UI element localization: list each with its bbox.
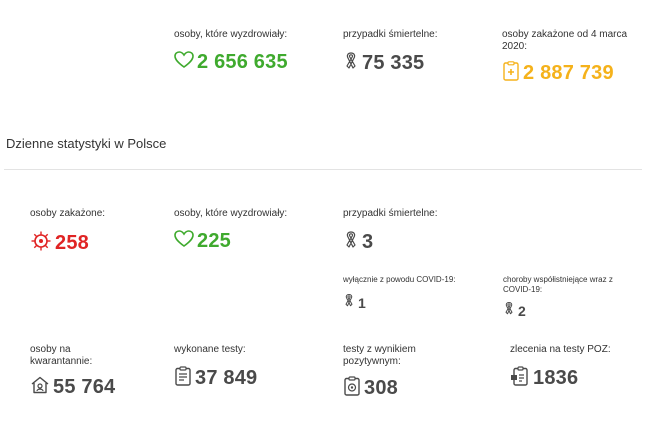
daily-infected-label: osoby zakażone: bbox=[30, 208, 106, 219]
deaths-covid-only-value: 1 bbox=[358, 295, 366, 311]
daily-deaths-card: przypadki śmiertelne: 3 bbox=[343, 208, 483, 255]
tests-label: wykonane testy: bbox=[174, 344, 246, 355]
total-infected-card: osoby zakażone od 4 marca 2020: 2 887 73… bbox=[502, 29, 642, 86]
daily-recovered-value: 225 bbox=[197, 230, 231, 252]
total-deaths-value: 75 335 bbox=[362, 52, 425, 74]
tests-card: wykonane testy: 37 849 bbox=[174, 344, 324, 391]
quarantine-value: 55 764 bbox=[53, 376, 116, 398]
ribbon-icon bbox=[343, 293, 355, 313]
ribbon-icon bbox=[343, 230, 359, 255]
daily-deaths-value: 3 bbox=[362, 231, 374, 253]
deaths-covid-only-label: wyłącznie z powodu COVID-19: bbox=[343, 275, 456, 284]
poz-orders-value: 1836 bbox=[533, 367, 579, 389]
total-recovered-value: 2 656 635 bbox=[197, 51, 288, 73]
total-infected-label: osoby zakażone od 4 marca 2020: bbox=[502, 29, 628, 52]
daily-recovered-card: osoby, które wyzdrowiały: 225 bbox=[174, 208, 324, 253]
daily-infected-value: 258 bbox=[55, 232, 89, 254]
clipboard-positive-icon bbox=[343, 376, 361, 401]
positive-tests-card: testy z wynikiem pozytywnym: 308 bbox=[343, 344, 483, 401]
home-icon bbox=[30, 376, 50, 399]
heart-icon bbox=[174, 51, 194, 74]
medical-document-icon bbox=[502, 61, 520, 86]
heart-icon bbox=[174, 230, 194, 253]
total-recovered-card: osoby, które wyzdrowiały: 2 656 635 bbox=[174, 29, 324, 74]
daily-stats-title: Dzienne statystyki w Polsce bbox=[6, 136, 167, 151]
test-order-icon bbox=[510, 366, 530, 391]
virus-icon bbox=[30, 230, 52, 257]
total-deaths-card: przypadki śmiertelne: 75 335 bbox=[343, 29, 483, 76]
ribbon-icon bbox=[343, 51, 359, 76]
deaths-comorbid-value: 2 bbox=[518, 303, 526, 319]
total-infected-value: 2 887 739 bbox=[523, 62, 614, 84]
daily-deaths-label: przypadki śmiertelne: bbox=[343, 208, 438, 219]
ribbon-icon bbox=[503, 301, 515, 321]
section-divider bbox=[4, 169, 642, 170]
total-deaths-label: przypadki śmiertelne: bbox=[343, 29, 438, 40]
positive-tests-label: testy z wynikiem pozytywnym: bbox=[343, 344, 416, 367]
deaths-comorbid-label: choroby współistniejące wraz z COVID-19: bbox=[503, 275, 613, 294]
poz-orders-label: zlecenia na testy POZ: bbox=[510, 344, 611, 355]
positive-tests-value: 308 bbox=[364, 377, 398, 399]
tests-value: 37 849 bbox=[195, 367, 258, 389]
deaths-covid-only-card: wyłącznie z powodu COVID-19: 1 bbox=[343, 275, 483, 313]
quarantine-card: osoby na kwarantannie: 55 764 bbox=[30, 344, 160, 399]
clipboard-test-icon bbox=[174, 366, 192, 391]
poz-orders-card: zlecenia na testy POZ: 1836 bbox=[510, 344, 640, 391]
daily-infected-card: osoby zakażone: 258 bbox=[30, 208, 160, 257]
deaths-comorbid-card: choroby współistniejące wraz z COVID-19:… bbox=[503, 275, 633, 321]
daily-recovered-label: osoby, które wyzdrowiały: bbox=[174, 208, 288, 219]
quarantine-label: osoby na kwarantannie: bbox=[30, 344, 93, 367]
total-recovered-label: osoby, które wyzdrowiały: bbox=[174, 29, 288, 40]
